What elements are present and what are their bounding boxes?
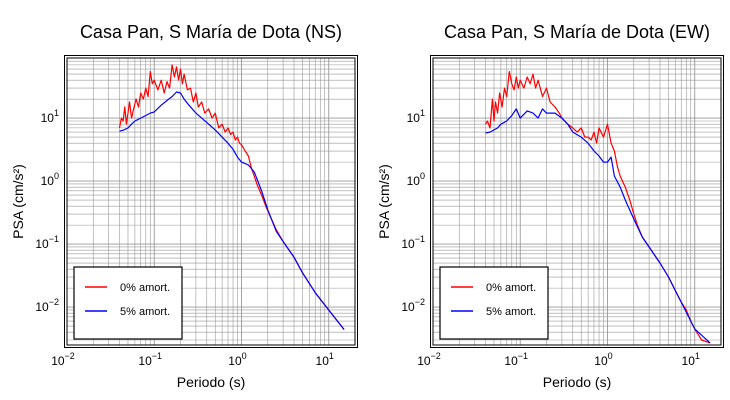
legend-box [73,266,183,340]
plot-frame-outer [64,55,358,348]
y-tick-label: 10−1 [401,234,425,251]
chart-panel-ew: 10−2 10−1 100 101 10−2 10−1 100 101 Casa Pan, S … [376,22,724,390]
y-axis-label: PSA (cm/s²) [10,164,26,239]
legend-box [439,266,549,340]
y-tick-label: 101 [41,108,59,125]
grid [432,57,722,345]
plot-frame-outer [430,55,724,348]
chart-panel-ns: 10−2 10−1 100 101 10−2 10−1 100 101 Casa Pan, S … [10,22,358,390]
x-axis-label: Periodo (s) [177,374,245,390]
legend-label: 5% amort. [120,306,170,318]
x-tick-label: 10−1 [138,351,162,368]
legend-label: 0% amort. [486,282,536,294]
legend-label: 0% amort. [120,282,170,294]
y-tick-label: 100 [41,171,59,188]
x-tick-label: 100 [228,351,246,368]
series-line-amort-5 [485,108,711,344]
plot-frame [432,57,722,346]
plot-frame [66,57,356,346]
y-tick-label: 10−2 [401,297,425,314]
x-tick-label: 10−2 [417,351,441,368]
y-tick-label: 10−2 [35,297,59,314]
y-axis-label: PSA (cm/s²) [376,164,392,239]
x-tick-label: 100 [594,351,612,368]
legend: 0% amort. 5% amort. [73,266,183,340]
chart-title: Casa Pan, S María de Dota (NS) [80,22,342,42]
legend: 0% amort. 5% amort. [439,266,549,340]
x-tick-label: 10−1 [504,351,528,368]
y-tick-label: 10−1 [35,234,59,251]
series-line-amort-0 [118,64,345,330]
legend-label: 5% amort. [486,306,536,318]
x-tick-label: 101 [682,351,700,368]
x-tick-label: 10−2 [51,351,75,368]
x-axis-label: Periodo (s) [543,374,611,390]
y-tick-label: 100 [407,171,425,188]
x-tick-label: 101 [316,351,334,368]
y-tick-label: 101 [407,108,425,125]
chart-title: Casa Pan, S María de Dota (EW) [444,22,710,42]
series-line-amort-5 [119,91,345,330]
